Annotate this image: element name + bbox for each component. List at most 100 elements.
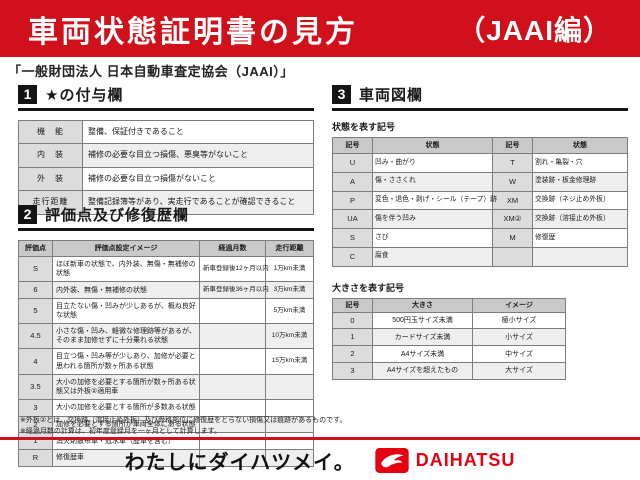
table-cell: S <box>18 256 53 283</box>
table-cell: 6 <box>18 281 53 300</box>
table-row: 6 内外装、無傷・無補修の状態 新車登録後36ヶ月以内 3万km未満 <box>18 281 314 300</box>
table-cell: 4.5 <box>18 323 53 350</box>
table-cell: 修復歴 <box>532 228 628 248</box>
table-cell: 補修の必要な目立つ損傷がないこと <box>82 166 314 192</box>
table-cell: 傷を伴う凹み <box>372 209 493 230</box>
table-cell: 目立たない傷・凹みが少しあるが、概ね良好な状態 <box>52 298 200 325</box>
table-header-row: 記号 状態 記号 状態 <box>332 136 628 155</box>
table-row: 4.5 小さな傷・凹み、軽微な修理跡等があるが、そのまま加修せずに十分乗れる状態 1… <box>18 323 314 350</box>
table-cell: 新車登録後36ヶ月以内 <box>199 281 269 300</box>
column-header: 記号 <box>332 136 373 155</box>
table-cell: 15万km未満 <box>265 348 314 375</box>
table-cell: 交換跡（溶接止め外板） <box>532 209 628 230</box>
table-cell: 5万km未満 <box>265 298 314 325</box>
table-cell: 500円玉サイズ未満 <box>372 311 473 330</box>
daihatsu-mark-icon <box>375 447 409 473</box>
table-row: 内 装補修の必要な目立つ損傷、悪臭等がないこと <box>18 143 314 168</box>
table-cell <box>199 323 266 350</box>
table-cell: 10万km未満 <box>265 323 314 350</box>
daihatsu-logo: DAIHATSU <box>375 447 516 473</box>
table-cell: 交換跡（ネジ止め外板） <box>532 190 628 211</box>
table-header-row: 記号 大きさ イメージ <box>332 297 566 313</box>
table-cell: 内 装 <box>18 143 83 168</box>
column-header: 大きさ <box>372 297 473 313</box>
evaluation-table: 評価点 評価点設定イメージ 経過月数 走行距離 S ほぼ新車の状態で、内外装、無傷・無補… <box>18 239 314 467</box>
column-header: イメージ <box>472 297 566 313</box>
table-cell: 腐食 <box>372 246 493 267</box>
table-cell: XM② <box>492 209 533 230</box>
table-cell <box>199 298 266 325</box>
column-header: 評価点設定イメージ <box>52 239 200 258</box>
section2-number-badge: 2 <box>18 205 37 224</box>
table-cell: T <box>492 153 533 173</box>
table-cell: 2 <box>332 345 373 363</box>
column-header: 走行距離 <box>265 239 314 258</box>
table-cell: U <box>332 153 373 173</box>
table-row: 5 目立たない傷・凹みが少しあるが、概ね良好な状態 5万km未満 <box>18 298 314 325</box>
table-row: P 変色・退色・剥げ・シール（テープ）跡 XM 交換跡（ネジ止め外板） <box>332 190 628 211</box>
section2-title: 評価点及び修復歴欄 <box>45 207 190 224</box>
table-cell: 5 <box>18 298 53 325</box>
page-title: 車両状態証明書の見方 <box>28 15 358 49</box>
table-cell: 3 <box>18 398 53 417</box>
table-cell: M <box>492 228 533 248</box>
table-cell: 大サイズ <box>472 361 566 380</box>
table-cell: A <box>332 171 373 192</box>
table-cell: S <box>332 228 373 248</box>
table-row: A 傷・ささくれ W 塗装跡・板金修理跡 <box>332 171 628 192</box>
table-cell: カードサイズ未満 <box>372 328 473 347</box>
footnotes: ※外板②とは、交換跡（溶接止め外板）及び骨格部位に修復歴をとらない損傷又は痕跡が… <box>20 416 346 438</box>
table-cell: 凹み・曲がり <box>372 153 493 173</box>
column-header: 経過月数 <box>199 239 266 258</box>
table-row: UA 傷を伴う凹み XM② 交換跡（溶接止め外板） <box>332 209 628 230</box>
table-cell: 3 <box>332 361 373 380</box>
table-cell <box>199 348 266 375</box>
table-row: 2 A4サイズ未満 中サイズ <box>332 345 566 363</box>
table-cell: C <box>332 246 373 267</box>
state-table-caption: 状態を表す記号 <box>332 122 396 132</box>
table-cell <box>265 373 314 400</box>
table-row: 0 500円玉サイズ未満 極小サイズ <box>332 311 566 330</box>
table-cell: A4サイズ未満 <box>372 345 473 363</box>
table-cell: W <box>492 171 533 192</box>
star-grant-table: 機 能整備、保証付きであること内 装補修の必要な目立つ損傷、悪臭等がないこと外 … <box>18 119 314 215</box>
section1-header: 1 ★の付与欄 <box>18 84 314 111</box>
section1-number-badge: 1 <box>18 85 37 104</box>
table-row: C 腐食 <box>332 246 628 267</box>
table-row: R 修復歴車 <box>18 449 314 467</box>
table-cell: 機 能 <box>18 119 83 145</box>
table-cell: 小さな傷・凹み、軽微な修理跡等があるが、そのまま加修せずに十分乗れる状態 <box>52 323 200 350</box>
table-cell: 変色・退色・剥げ・シール（テープ）跡 <box>372 190 497 211</box>
table-cell: 3万km未満 <box>265 281 314 300</box>
table-cell: 3.5 <box>18 373 53 400</box>
table-row: 3 A4サイズを超えたもの 大サイズ <box>332 361 566 380</box>
section-evaluation: 2 評価点及び修復歴欄 評価点 評価点設定イメージ 経過月数 走行距離 S ほぼ新車の状… <box>18 204 314 467</box>
table-cell <box>199 398 266 417</box>
table-cell: XM <box>492 190 533 211</box>
table-cell: 極小サイズ <box>472 311 566 330</box>
footer-divider <box>0 437 640 440</box>
table-cell: 4 <box>18 348 53 375</box>
table-cell <box>492 246 533 267</box>
section1-title: ★の付与欄 <box>45 87 124 104</box>
table-row: S ほぼ新車の状態で、内外装、無傷・無補修の状態 新車登録後12ヶ月以内 1万km未満 <box>18 256 314 283</box>
table-row: 外 装補修の必要な目立つ損傷がないこと <box>18 166 314 192</box>
table-cell: 外 装 <box>18 166 83 192</box>
association-subtitle: 「一般財団法人 日本自動車査定協会（JAAI）」 <box>8 64 294 79</box>
table-cell: 1万km未満 <box>265 256 314 283</box>
slogan-logo: わたしにダイハツメイ。 <box>124 451 355 474</box>
table-cell: 大小の加修を必要とする箇所が数ヶ所ある状態又は外板②適用車 <box>52 373 200 400</box>
table-cell: 傷・ささくれ <box>372 171 493 192</box>
table-cell: 整備、保証付きであること <box>82 119 314 145</box>
table-cell: 中サイズ <box>472 345 566 363</box>
daihatsu-wordmark: DAIHATSU <box>415 449 516 470</box>
table-row: S さび M 修復歴 <box>332 228 628 248</box>
table-cell: 0 <box>332 311 373 330</box>
footer: わたしにダイハツメイ。 DAIHATSU <box>0 444 640 476</box>
table-row: 1 カードサイズ未満 小サイズ <box>332 328 566 347</box>
section-star-grant: 1 ★の付与欄 機 能整備、保証付きであること内 装補修の必要な目立つ損傷、悪臭… <box>18 84 314 215</box>
table-cell: さび <box>372 228 493 248</box>
table-cell: 小サイズ <box>472 328 566 347</box>
table-cell: UA <box>332 209 373 230</box>
column-header: 記号 <box>492 136 533 155</box>
